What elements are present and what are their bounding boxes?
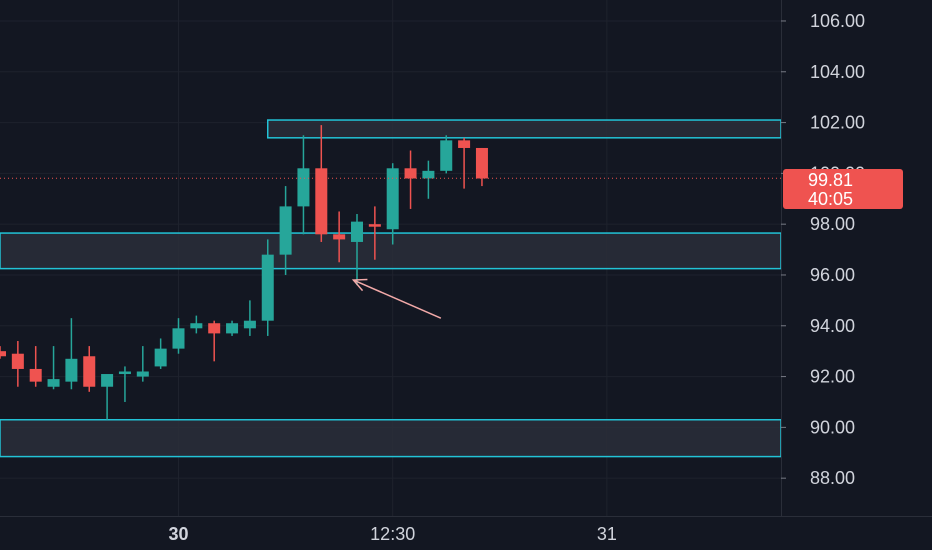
candle-body-down (404, 168, 417, 179)
time-axis-tick-label: 31 (597, 524, 617, 544)
candle-body-up (101, 374, 114, 387)
price-axis-tick-label: 102.00 (810, 113, 865, 133)
candle-body-up (118, 371, 131, 375)
candle-body-down (83, 356, 96, 387)
price-axis-tick-label: 88.00 (810, 468, 855, 488)
price-axis-tick-label: 104.00 (810, 62, 865, 82)
last-price-badge-bg (783, 169, 903, 209)
candle-body-down (208, 323, 221, 334)
candle-body-up (65, 358, 78, 382)
candles (0, 125, 488, 420)
candle-body-down (0, 351, 6, 357)
candle-body-up (422, 170, 435, 179)
candle-body-up (279, 206, 292, 255)
candle-body-down (458, 140, 471, 148)
candle-body-down (333, 234, 346, 240)
zone-rect (0, 232, 782, 270)
annotations (351, 278, 442, 319)
candle-body-down (29, 368, 42, 382)
arrow-line (353, 279, 442, 319)
candle-body-up (136, 371, 149, 377)
candle-body-down (475, 147, 488, 179)
price-axis-tick-label: 106.00 (810, 11, 865, 31)
candle-body-up (297, 168, 310, 207)
time-axis-tick-label: 30 (168, 524, 188, 544)
last-price-badge: 99.81 40:05 (783, 169, 903, 209)
price-axis-tick-label: 92.00 (810, 367, 855, 387)
price-axis-tick-label: 90.00 (810, 417, 855, 437)
candle-body-down (315, 168, 328, 235)
candle-body-up (243, 320, 256, 329)
candle-body-up (386, 168, 399, 230)
price-axis-tick-label: 96.00 (810, 265, 855, 285)
candle-body-up (440, 140, 453, 171)
price-axis-tick-label: 94.00 (810, 316, 855, 336)
candle-body-up (261, 254, 274, 321)
candle-body-up (351, 221, 363, 242)
zone-rect (0, 419, 782, 458)
last-price-value: 99.81 (808, 170, 853, 190)
support-resistance-zones (0, 119, 782, 458)
candle-body-up (190, 323, 203, 329)
candle-body-up (154, 348, 167, 367)
arrow-head (351, 278, 368, 292)
candle-body-down (11, 353, 24, 369)
countdown-timer: 40:05 (808, 189, 853, 209)
time-axis[interactable]: 30 12:30 31 (168, 524, 616, 544)
candle-body-up (172, 328, 185, 349)
time-axis-tick-label: 12:30 (370, 524, 415, 544)
zone-rect (267, 119, 782, 139)
candle-body-down (368, 224, 381, 227)
candle-body-up (47, 379, 60, 387)
price-axis[interactable]: 106.00104.00102.00100.0098.0096.0094.009… (781, 11, 865, 488)
price-axis-tick-label: 98.00 (810, 214, 855, 234)
candle-body-up (226, 323, 239, 334)
